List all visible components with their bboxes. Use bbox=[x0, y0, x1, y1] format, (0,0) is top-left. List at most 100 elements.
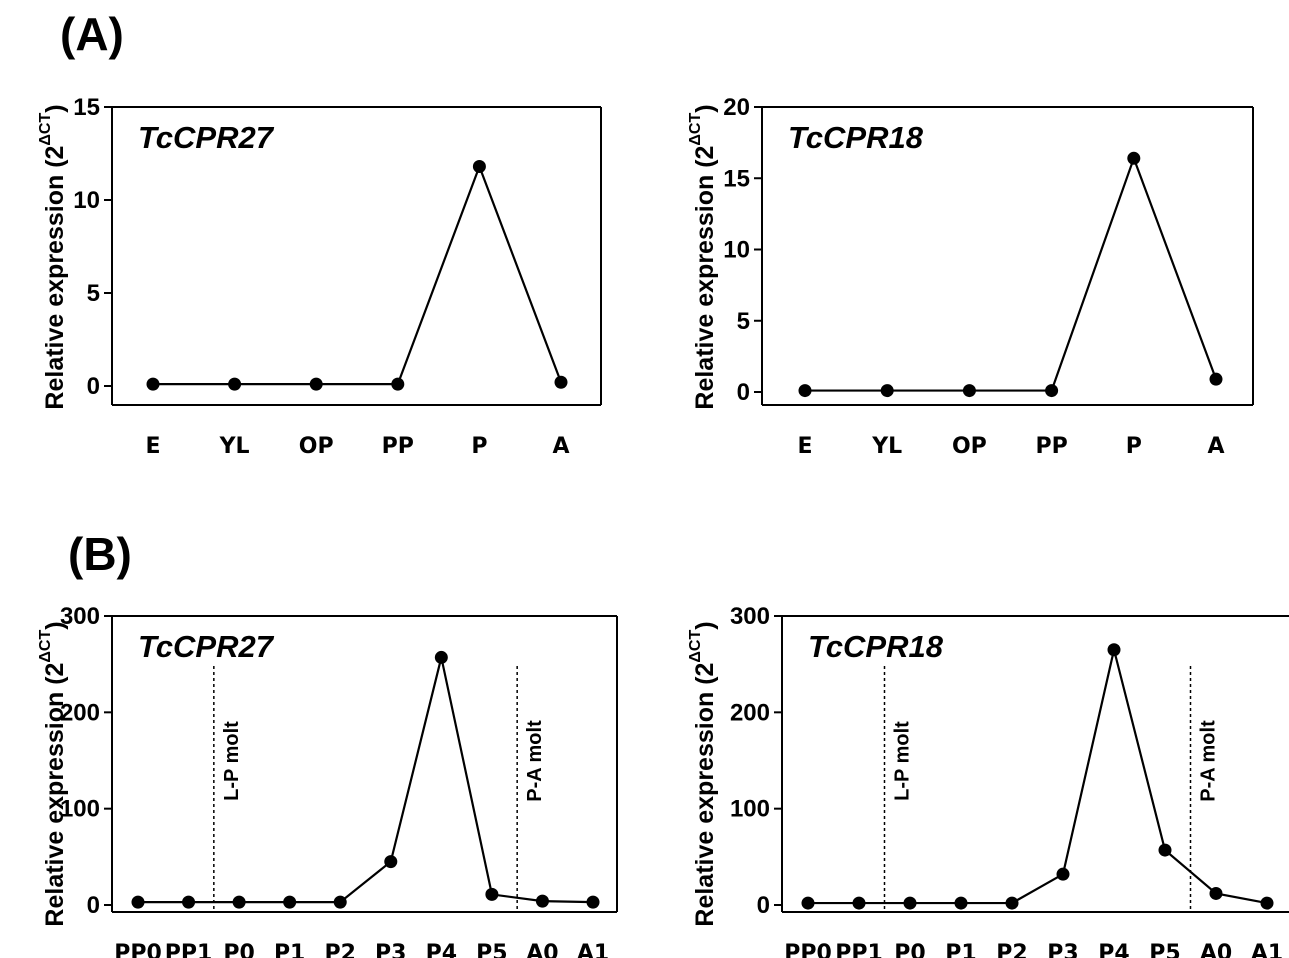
y-tick-label: 300 bbox=[60, 603, 100, 630]
y-tick-label: 15 bbox=[73, 94, 100, 121]
molt-label: P-A molt bbox=[524, 720, 546, 802]
data-point bbox=[182, 895, 196, 909]
data-point bbox=[962, 384, 976, 398]
x-tick-label: E bbox=[145, 434, 160, 459]
y-axis-label-close: ) bbox=[691, 104, 719, 112]
data-point bbox=[1209, 372, 1223, 386]
chart-4: 0 100 200 300 PP0 PP1 P0 P1 P2 P3 P4 P5 A0 A1 Relative… bbox=[687, 603, 1289, 958]
x-tick-label: P0 bbox=[894, 941, 925, 958]
data-point bbox=[309, 377, 323, 391]
y-tick-label: 0 bbox=[87, 892, 100, 919]
x-tick-label: YL bbox=[871, 434, 902, 459]
x-tick-label: PP0 bbox=[784, 941, 832, 958]
data-point bbox=[586, 895, 600, 909]
x-tick-label: P bbox=[471, 434, 487, 459]
x-tick-label: PP0 bbox=[114, 941, 162, 958]
x-tick-label: E bbox=[797, 434, 812, 459]
y-tick-label: 5 bbox=[737, 308, 750, 335]
data-point bbox=[798, 384, 812, 398]
data-point bbox=[131, 895, 145, 909]
x-tick-label: A0 bbox=[1200, 941, 1232, 958]
x-tick-label: OP bbox=[952, 434, 987, 459]
y-tick-label: 5 bbox=[87, 280, 100, 307]
y-tick-label: 0 bbox=[737, 379, 750, 406]
y-axis-label-sup: ΔCT bbox=[37, 630, 54, 663]
y-axis-label: Relative expression (2ΔCT) bbox=[37, 104, 68, 409]
data-point bbox=[903, 896, 917, 910]
data-point bbox=[880, 384, 894, 398]
molt-label: L-P molt bbox=[221, 721, 243, 801]
data-point bbox=[1127, 151, 1141, 165]
data-point bbox=[1107, 643, 1121, 657]
panel-label-b: (B) bbox=[68, 528, 132, 580]
data-point bbox=[384, 855, 398, 869]
y-axis-label-text: Relative expression (2 bbox=[41, 146, 69, 410]
y-axis-label-text: Relative expression (2 bbox=[41, 663, 69, 927]
x-tick-label: A1 bbox=[1251, 941, 1283, 958]
data-point bbox=[954, 896, 968, 910]
x-tick-label: A bbox=[552, 434, 569, 459]
y-axis-label-sup: ΔCT bbox=[687, 630, 704, 663]
data-point bbox=[391, 377, 405, 391]
data-point bbox=[283, 895, 297, 909]
y-tick-label: 200 bbox=[60, 699, 100, 726]
x-tick-label: OP bbox=[299, 434, 334, 459]
data-point bbox=[535, 894, 549, 908]
data-point bbox=[554, 375, 568, 389]
gene-title: TcCPR18 bbox=[808, 629, 944, 664]
data-point bbox=[1056, 867, 1070, 881]
x-tick-label: P1 bbox=[274, 941, 305, 958]
gene-title: TcCPR27 bbox=[138, 120, 275, 155]
data-point bbox=[472, 160, 486, 174]
x-tick-label: P bbox=[1126, 434, 1142, 459]
y-tick-label: 20 bbox=[723, 94, 750, 121]
y-tick-label: 10 bbox=[73, 187, 100, 214]
chart-3: 0 100 200 300 PP0 PP1 P0 P1 P2 P3 P4 P5 A0 A1 Relative… bbox=[37, 603, 618, 958]
data-point bbox=[485, 887, 499, 901]
gene-title: TcCPR18 bbox=[788, 120, 924, 155]
x-tick-label: YL bbox=[219, 434, 250, 459]
data-point bbox=[1209, 886, 1223, 900]
y-tick-label: 0 bbox=[87, 373, 100, 400]
x-tick-label: P3 bbox=[375, 941, 406, 958]
data-point bbox=[333, 895, 347, 909]
data-point bbox=[1005, 896, 1019, 910]
x-tick-label: P2 bbox=[996, 941, 1027, 958]
y-tick-label: 15 bbox=[723, 165, 750, 192]
y-tick-label: 10 bbox=[723, 237, 750, 264]
x-tick-label: A0 bbox=[526, 941, 558, 958]
y-tick-label: 300 bbox=[730, 603, 770, 630]
x-tick-label: PP1 bbox=[835, 941, 883, 958]
y-axis-label: Relative expression (2ΔCT) bbox=[687, 104, 718, 409]
y-tick-label: 200 bbox=[730, 699, 770, 726]
molt-label: L-P molt bbox=[892, 721, 914, 801]
data-point bbox=[801, 896, 815, 910]
x-tick-label: P0 bbox=[223, 941, 254, 958]
data-point bbox=[1260, 896, 1274, 910]
y-tick-label: 0 bbox=[757, 892, 770, 919]
x-tick-label: A bbox=[1207, 434, 1224, 459]
data-point bbox=[1045, 384, 1059, 398]
data-point bbox=[146, 377, 160, 391]
y-axis-label-text: Relative expression (2 bbox=[691, 146, 719, 410]
x-tick-label: P4 bbox=[1098, 941, 1129, 958]
data-point bbox=[232, 895, 246, 909]
y-axis-label-sup: ΔCT bbox=[687, 113, 704, 146]
y-axis-label-text: Relative expression (2 bbox=[691, 663, 719, 927]
data-point bbox=[1158, 843, 1172, 857]
data-point bbox=[228, 377, 242, 391]
y-axis-label-close: ) bbox=[41, 621, 69, 629]
data-point bbox=[852, 896, 866, 910]
x-tick-label: PP bbox=[382, 434, 414, 459]
x-tick-label: P5 bbox=[476, 941, 507, 958]
y-axis-label: Relative expression (2ΔCT) bbox=[37, 621, 68, 926]
x-tick-label: P2 bbox=[325, 941, 356, 958]
x-tick-label: PP bbox=[1035, 434, 1067, 459]
molt-label: P-A molt bbox=[1198, 720, 1220, 802]
data-point bbox=[434, 650, 448, 664]
series-line bbox=[153, 163, 563, 386]
y-axis-label: Relative expression (2ΔCT) bbox=[687, 621, 718, 926]
